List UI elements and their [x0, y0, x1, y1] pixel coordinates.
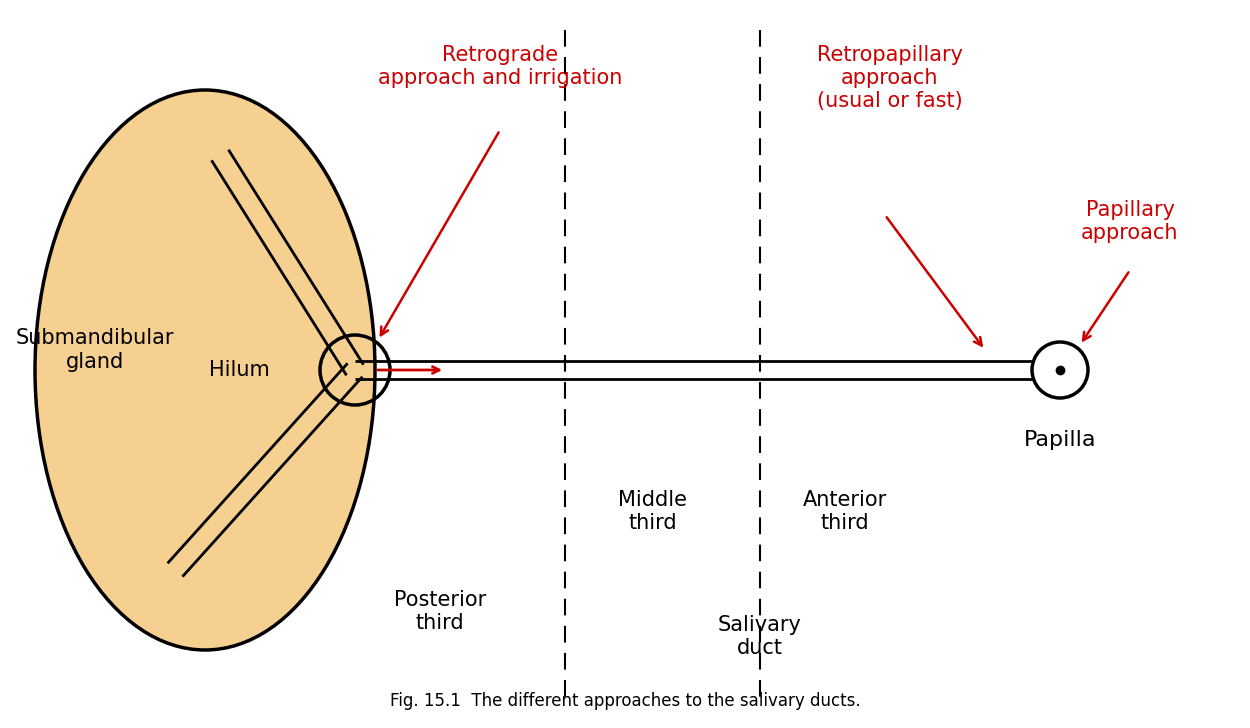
Circle shape	[1032, 342, 1088, 398]
Text: Hilum: Hilum	[209, 360, 270, 380]
Text: Anterior
third: Anterior third	[802, 490, 888, 533]
Text: Submandibular
gland: Submandibular gland	[16, 328, 174, 371]
Text: Retrograde
approach and irrigation: Retrograde approach and irrigation	[378, 45, 622, 88]
Text: Papillary
approach: Papillary approach	[1081, 200, 1179, 243]
Text: Retropapillary
approach
(usual or fast): Retropapillary approach (usual or fast)	[818, 45, 962, 111]
Text: Salivary
duct: Salivary duct	[718, 615, 803, 658]
Text: Papilla: Papilla	[1024, 430, 1096, 450]
Text: Fig. 15.1  The different approaches to the salivary ducts.: Fig. 15.1 The different approaches to th…	[390, 692, 860, 710]
Text: Middle
third: Middle third	[619, 490, 688, 533]
Text: Posterior
third: Posterior third	[394, 590, 486, 633]
Ellipse shape	[35, 90, 375, 650]
